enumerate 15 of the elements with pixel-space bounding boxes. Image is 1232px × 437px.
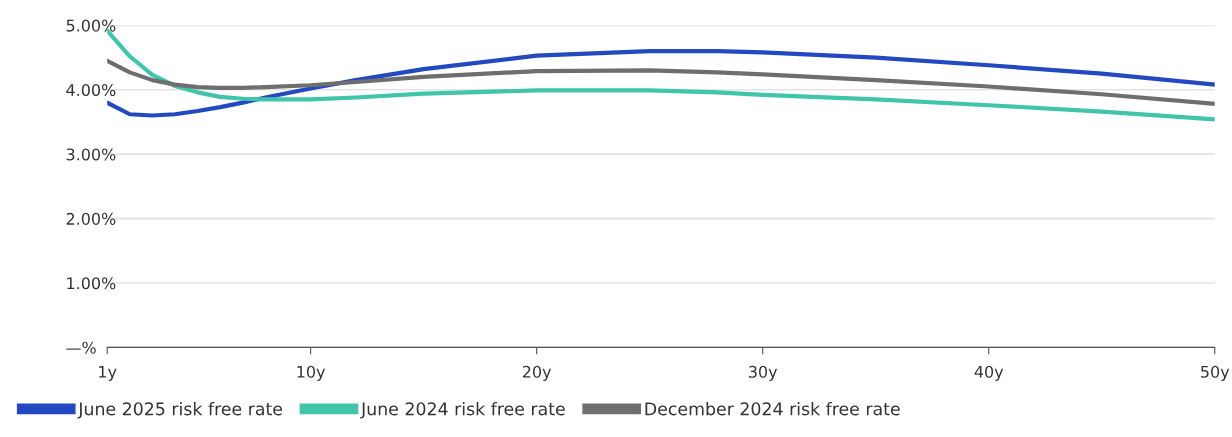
y-tick-label: —% bbox=[66, 341, 96, 354]
legend-label: June 2024 risk free rate bbox=[360, 401, 565, 419]
y-tick-label: 5.00% bbox=[66, 19, 116, 32]
x-tick-label: 50y bbox=[1201, 365, 1230, 381]
x-tick-label: 1y bbox=[99, 365, 117, 381]
y-tick-label: 4.00% bbox=[66, 83, 116, 97]
legend-label: June 2025 risk free rate bbox=[77, 401, 283, 419]
x-tick-label: 20y bbox=[522, 365, 552, 381]
x-tick-label: 10y bbox=[297, 365, 326, 381]
x-tick-label: 40y bbox=[974, 365, 1004, 381]
x-tick-label: 30y bbox=[749, 365, 778, 381]
y-tick-label: 3.00% bbox=[66, 148, 116, 161]
y-tick-label: 2.00% bbox=[66, 212, 116, 225]
y-tick-label: 1.00% bbox=[67, 277, 116, 290]
legend-label: December 2024 risk free rate bbox=[645, 401, 900, 416]
